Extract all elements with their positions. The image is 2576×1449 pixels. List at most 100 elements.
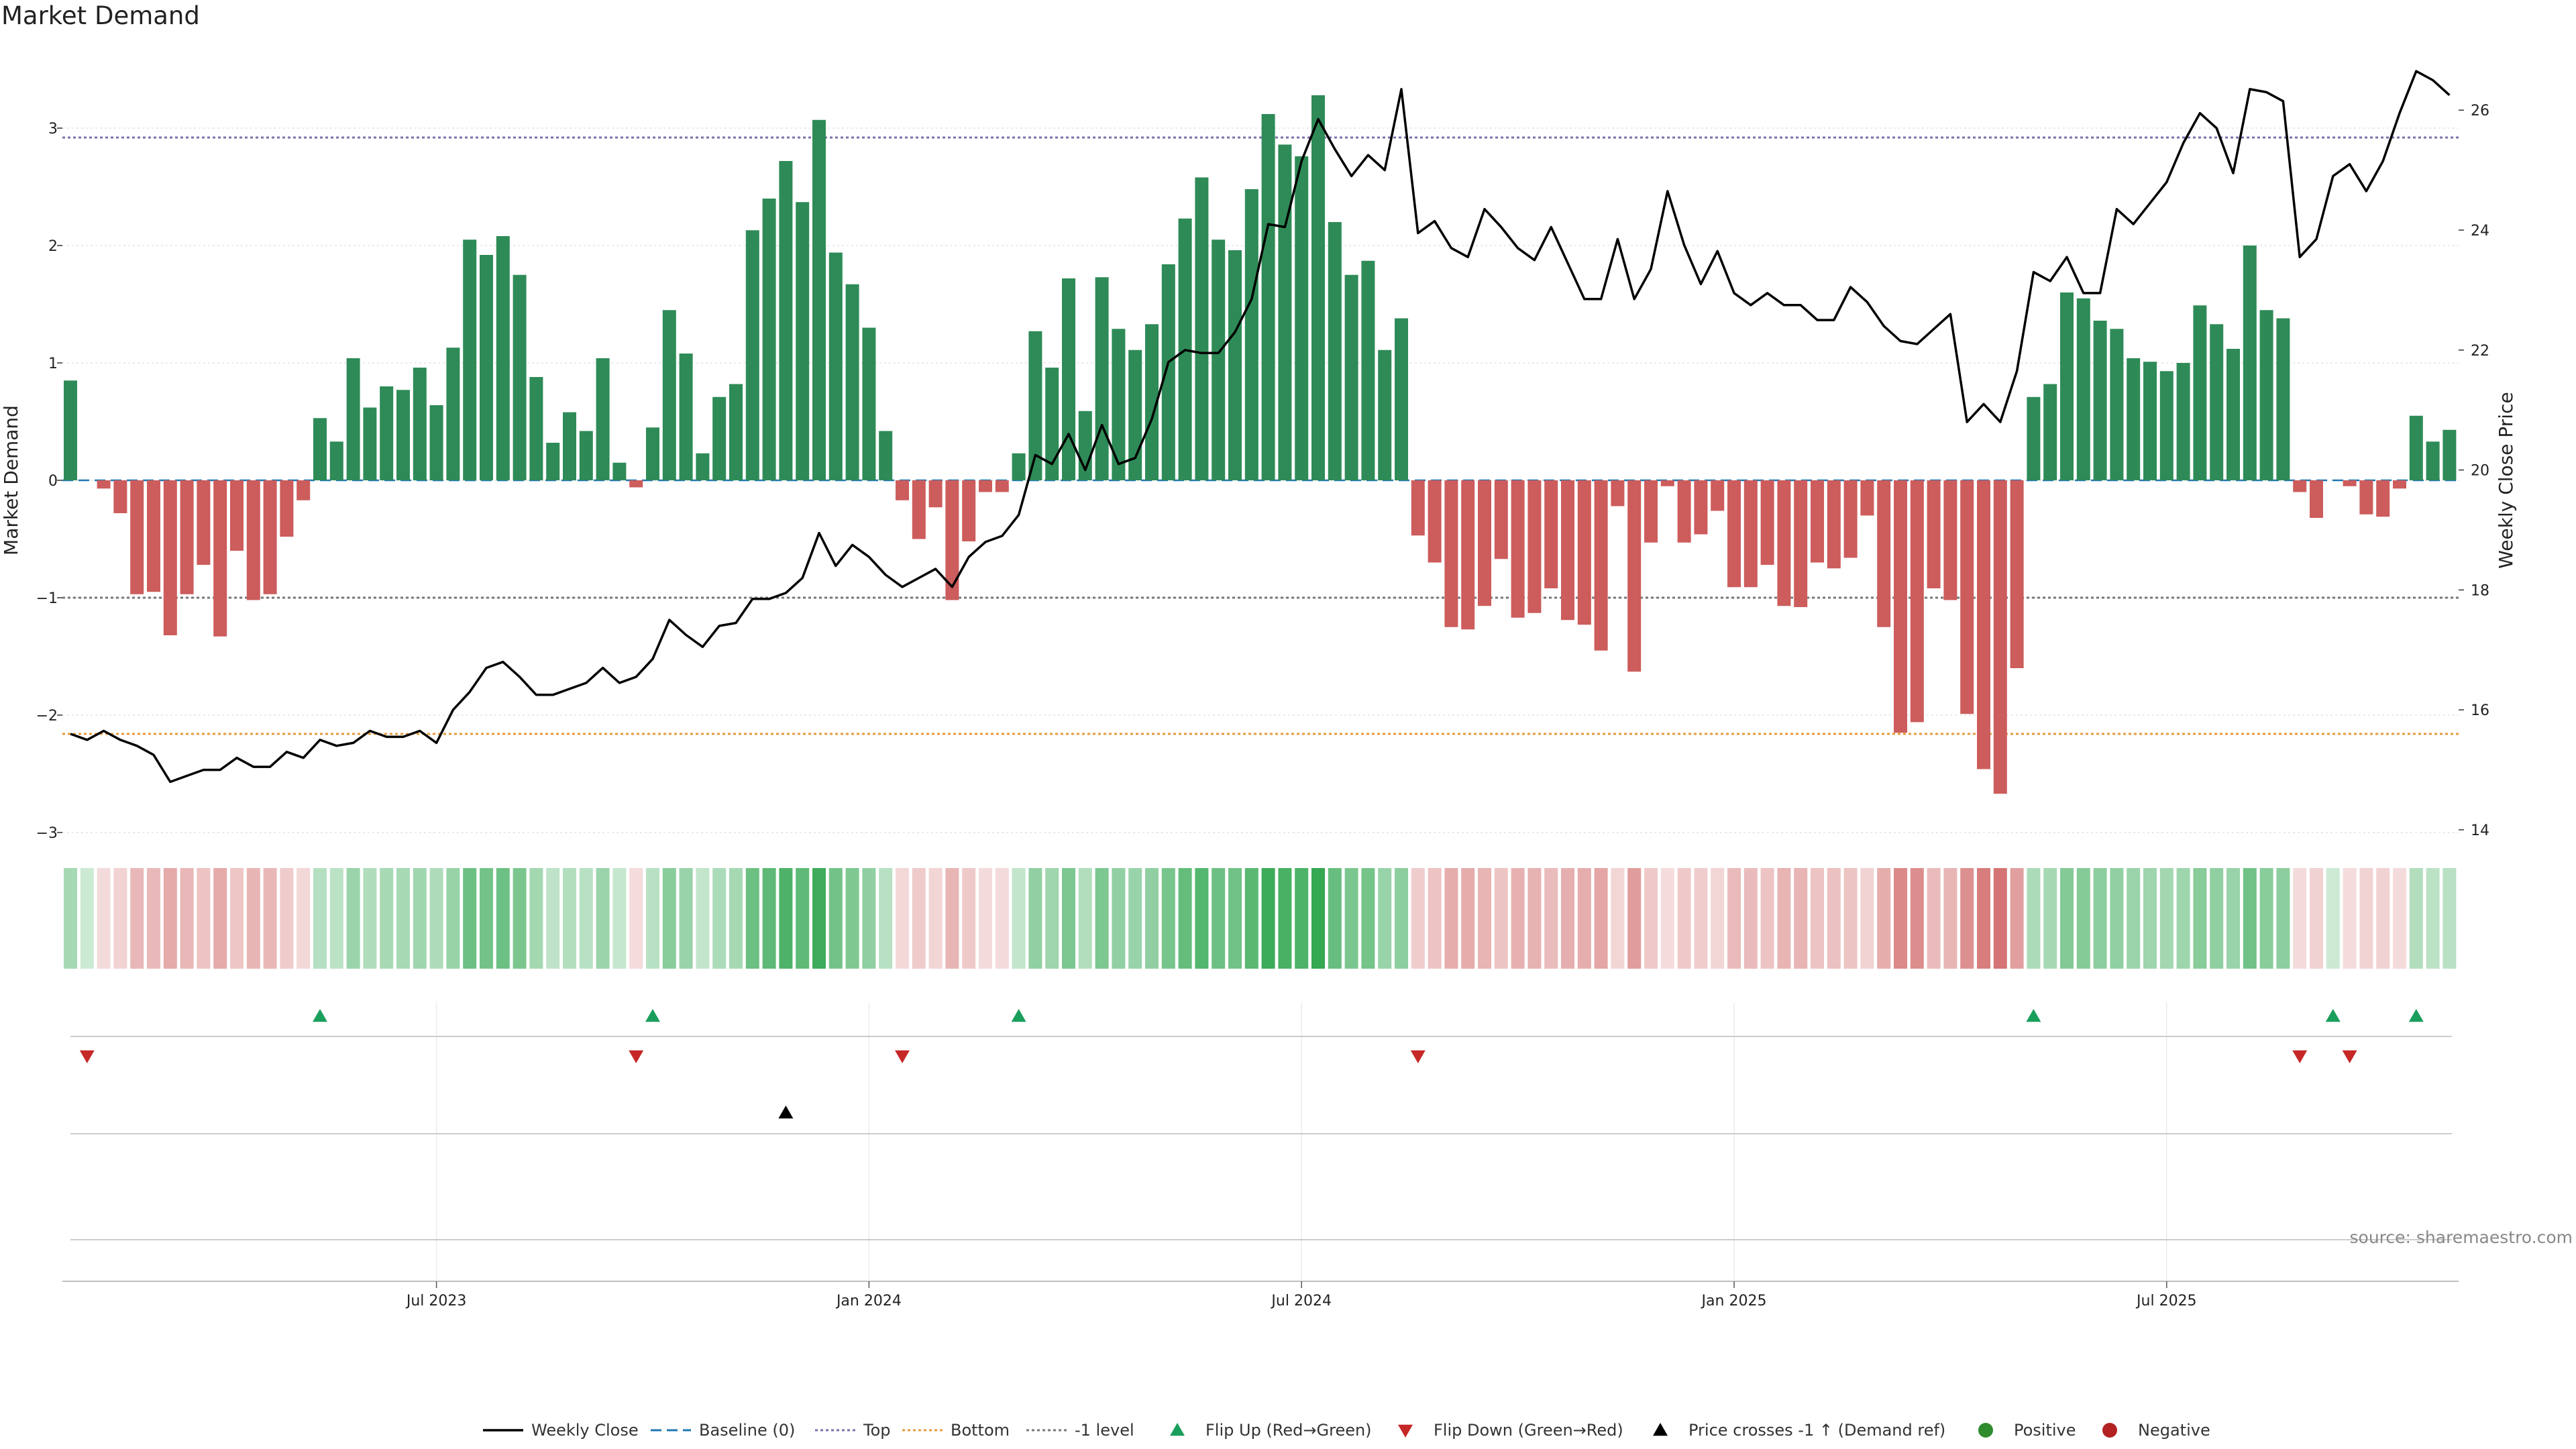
heat-cell [2027, 868, 2041, 969]
demand-bar [2243, 246, 2257, 480]
demand-bar [1811, 480, 1824, 563]
chart-title: Market Demand [1, 1, 200, 30]
demand-bar [130, 480, 144, 594]
demand-bar [879, 431, 893, 480]
demand-bar [97, 480, 111, 489]
heat-cell [147, 868, 160, 969]
demand-bar [1012, 453, 1026, 480]
demand-bar [1860, 480, 1874, 516]
demand-bar [2193, 305, 2207, 480]
demand-bar [1727, 480, 1741, 588]
demand-bar [2409, 415, 2423, 480]
demand-bar [2060, 292, 2074, 480]
heat-cell [2110, 868, 2124, 969]
demand-bar [2443, 429, 2457, 480]
heat-cell [2159, 868, 2174, 969]
demand-bar [363, 407, 377, 480]
heat-cell [1811, 868, 1824, 969]
demand-bar [2293, 480, 2307, 492]
demand-bar [396, 390, 410, 480]
heat-cell [113, 868, 127, 969]
demand-bar [1777, 480, 1791, 606]
heat-cell [796, 868, 810, 969]
heat-cell [64, 868, 77, 969]
legend-label: Bottom [951, 1421, 1010, 1440]
demand-bar [297, 480, 311, 500]
demand-bar [1927, 480, 1941, 588]
demand-bar [2259, 310, 2273, 480]
demand-bar [2210, 324, 2224, 480]
demand-bar [712, 396, 727, 480]
heat-cell [629, 868, 643, 969]
demand-bar [380, 386, 394, 480]
heat-cell [862, 868, 876, 969]
demand-bar [1261, 114, 1275, 480]
demand-bar [896, 480, 909, 500]
demand-bar [213, 480, 227, 637]
heat-cell [2076, 868, 2090, 969]
heat-cell [1677, 868, 1691, 969]
heat-cell [1561, 868, 1574, 969]
heat-cell [1028, 868, 1042, 969]
heat-cell [1760, 868, 1774, 969]
heat-cell [2310, 868, 2323, 969]
y-tick-label: 2 [48, 238, 58, 255]
demand-bar [1660, 480, 1674, 486]
legend-label: Positive [2014, 1421, 2076, 1440]
heat-cell [329, 868, 343, 969]
demand-bar [496, 236, 510, 480]
heat-cell [2276, 868, 2290, 969]
heat-cell [1295, 868, 1309, 969]
heat-cell [2376, 868, 2390, 969]
heat-cell [596, 868, 610, 969]
demand-bar [147, 480, 160, 592]
demand-bar [113, 480, 127, 513]
heat-cell [197, 868, 211, 969]
price-cross-marker [778, 1106, 794, 1119]
heat-cell [1112, 868, 1126, 969]
demand-bar [962, 480, 976, 541]
demand-bar [1577, 480, 1591, 625]
heat-cell [979, 868, 992, 969]
heat-cell [845, 868, 859, 969]
flip-up-marker [2325, 1009, 2341, 1022]
heat-cell [1478, 868, 1491, 969]
y-tick-label: 0 [48, 473, 58, 490]
demand-bar [546, 443, 560, 480]
heat-cell [812, 868, 826, 969]
right-y-axis: 26 24 22 20 18 16 14 Weekly Close Price [2459, 103, 2517, 839]
heat-cell [380, 868, 394, 969]
demand-bar [912, 480, 926, 539]
heat-cell [1344, 868, 1358, 969]
heat-cell [729, 868, 743, 969]
heat-cell [297, 868, 311, 969]
demand-bar [1743, 480, 1758, 588]
y2-tick-label: 22 [2471, 343, 2489, 360]
heat-cell [1993, 868, 2007, 969]
x-tick-label: Jan 2025 [1701, 1293, 1767, 1309]
demand-bar [995, 480, 1009, 492]
demand-bar [2027, 396, 2041, 480]
heat-cell [2060, 868, 2074, 969]
heat-cell [1544, 868, 1558, 969]
demand-bar [2143, 362, 2157, 480]
heat-cell [1794, 868, 1808, 969]
legend-price-cross-swatch [1653, 1423, 1668, 1436]
heat-cell [1594, 868, 1608, 969]
demand-bar [413, 368, 427, 480]
heat-cell [828, 868, 843, 969]
heat-cell [1960, 868, 1974, 969]
weekly-close-line [70, 70, 2451, 784]
price-line-group [70, 70, 2451, 784]
demand-bar [1960, 480, 1974, 714]
demand-bar [1544, 480, 1558, 588]
demand-bar [446, 347, 460, 480]
demand-bar [1977, 480, 1990, 769]
demand-bar [2076, 298, 2090, 480]
heat-cell [912, 868, 926, 969]
y-axis-label: Market Demand [0, 405, 22, 555]
demand-bar [1611, 480, 1625, 506]
demand-bar [812, 119, 826, 480]
x-tick-label: Jul 2025 [2135, 1293, 2197, 1309]
y-tick-label: 1 [48, 356, 58, 372]
